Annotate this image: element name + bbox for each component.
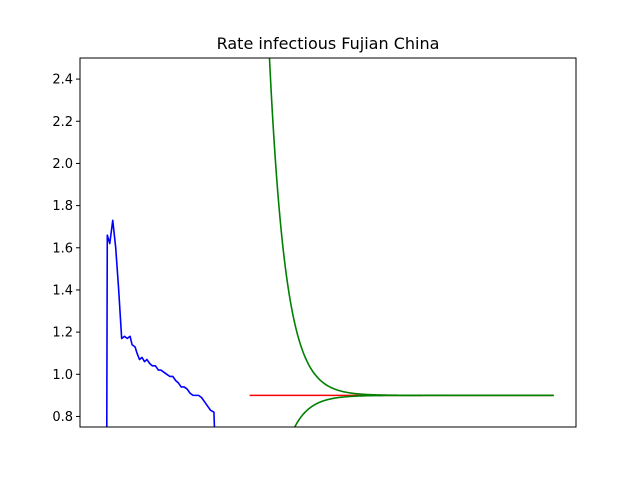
series-line-0 (105, 219, 216, 427)
y-tick-label: 1.6 (52, 241, 73, 256)
y-tick-label: 2.0 (52, 157, 73, 172)
y-tick-label: 1.0 (52, 368, 73, 383)
y-tick-label: 1.8 (52, 199, 73, 214)
y-tick-label: 2.2 (52, 115, 73, 130)
y-tick-label: 1.2 (52, 326, 73, 341)
series-line-3 (294, 394, 554, 427)
y-tick-label: 1.4 (52, 283, 73, 298)
series-layer (105, 58, 554, 427)
plot-frame (79, 57, 577, 428)
y-tick-label: 0.8 (52, 410, 73, 425)
y-axis: 0.8 1.0 1.2 1.4 1.6 1.8 2.0 2.2 2.4 (52, 73, 80, 425)
chart-title: Rate infectious Fujian China (217, 34, 440, 53)
y-tick-label: 2.4 (52, 73, 73, 88)
